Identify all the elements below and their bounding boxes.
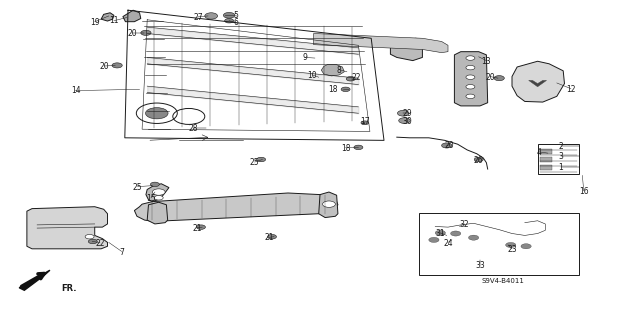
Text: 23: 23 [507, 245, 517, 254]
Text: FR.: FR. [61, 284, 76, 293]
Text: 6: 6 [233, 18, 238, 27]
Bar [419, 213, 579, 275]
Text: 18: 18 [328, 85, 337, 94]
Text: 17: 17 [360, 117, 370, 126]
Text: 21: 21 [264, 234, 273, 242]
Polygon shape [123, 10, 141, 22]
Text: 10: 10 [307, 71, 317, 80]
Polygon shape [134, 193, 338, 221]
Text: 8: 8 [337, 66, 342, 75]
Circle shape [494, 76, 504, 81]
Text: 26: 26 [474, 156, 484, 165]
Circle shape [88, 239, 97, 244]
Polygon shape [101, 13, 114, 21]
Text: 28: 28 [189, 124, 198, 133]
Circle shape [468, 235, 479, 240]
Text: 21: 21 [193, 224, 202, 233]
Circle shape [442, 143, 452, 148]
Circle shape [399, 118, 410, 123]
Text: 9: 9 [302, 53, 307, 62]
Text: 20: 20 [444, 141, 454, 150]
Circle shape [451, 231, 461, 236]
Circle shape [521, 244, 531, 249]
Polygon shape [529, 80, 547, 87]
Circle shape [268, 234, 276, 239]
Text: 32: 32 [460, 220, 470, 229]
Circle shape [354, 145, 363, 150]
Text: 33: 33 [475, 261, 485, 270]
Circle shape [397, 110, 409, 116]
Circle shape [466, 65, 475, 70]
Text: 29: 29 [402, 109, 412, 118]
Circle shape [466, 94, 475, 99]
Circle shape [225, 19, 234, 23]
Text: 3: 3 [558, 152, 563, 161]
Text: 24: 24 [443, 239, 453, 248]
Circle shape [466, 75, 475, 79]
Circle shape [152, 189, 165, 195]
Circle shape [429, 237, 439, 242]
Text: 20: 20 [127, 29, 138, 38]
Text: 12: 12 [566, 85, 575, 94]
Text: 20: 20 [485, 73, 495, 82]
Circle shape [341, 87, 350, 92]
Text: 15: 15 [146, 194, 156, 203]
Text: 25: 25 [132, 183, 143, 192]
Polygon shape [147, 202, 168, 224]
Polygon shape [390, 38, 422, 61]
Text: 11: 11 [109, 16, 118, 25]
Text: 18: 18 [341, 144, 350, 153]
Polygon shape [319, 192, 338, 218]
Text: 16: 16 [579, 187, 589, 196]
Circle shape [506, 242, 516, 248]
Circle shape [346, 77, 355, 81]
Circle shape [435, 230, 445, 235]
Bar [540, 157, 552, 162]
Circle shape [112, 63, 122, 68]
Circle shape [466, 56, 475, 60]
Text: 7: 7 [119, 248, 124, 256]
Text: 14: 14 [70, 86, 81, 95]
Bar [540, 149, 552, 154]
Polygon shape [454, 52, 488, 106]
Text: 19: 19 [90, 18, 100, 27]
Circle shape [466, 85, 475, 89]
Polygon shape [146, 184, 169, 202]
Text: 1: 1 [558, 163, 563, 172]
Bar [540, 165, 552, 170]
Text: 13: 13 [481, 57, 492, 66]
Circle shape [205, 13, 218, 19]
Polygon shape [314, 33, 448, 53]
Circle shape [323, 201, 335, 207]
Polygon shape [512, 61, 564, 102]
Text: 4: 4 [536, 148, 541, 157]
Circle shape [257, 157, 266, 162]
Text: 25: 25 [250, 158, 260, 167]
Circle shape [141, 30, 151, 35]
Circle shape [150, 182, 159, 187]
Circle shape [474, 157, 483, 162]
Text: 22: 22 [95, 239, 104, 248]
Text: 30: 30 [402, 117, 412, 126]
Circle shape [145, 108, 168, 119]
Circle shape [154, 196, 163, 200]
Circle shape [196, 225, 205, 229]
Text: 20: 20 [99, 63, 109, 71]
Polygon shape [321, 64, 344, 76]
Text: 27: 27 [193, 13, 204, 22]
Text: 31: 31 [435, 229, 445, 238]
Circle shape [223, 12, 235, 18]
Bar [538, 144, 579, 174]
Text: 5: 5 [233, 11, 238, 20]
Circle shape [361, 121, 369, 125]
Circle shape [85, 234, 94, 239]
Text: 22: 22 [351, 73, 360, 82]
Text: S9V4-B4011: S9V4-B4011 [482, 278, 524, 284]
Text: 2: 2 [558, 142, 563, 151]
Polygon shape [19, 270, 50, 290]
Polygon shape [27, 207, 108, 249]
